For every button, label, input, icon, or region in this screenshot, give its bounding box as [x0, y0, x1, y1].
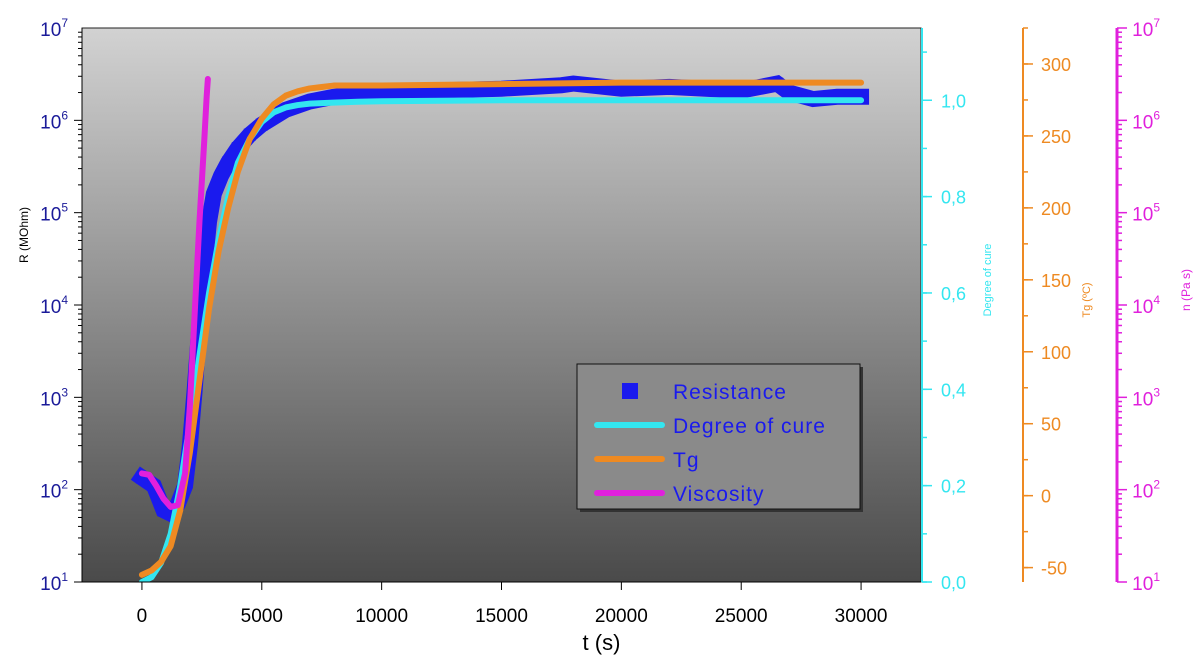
right2-tick-label: -50 [1041, 559, 1067, 579]
legend-marker [622, 383, 638, 399]
left-tick-label: 105 [40, 201, 68, 226]
right1-tick-label: 0,6 [941, 284, 966, 304]
x-tick-label: 15000 [475, 606, 528, 627]
right3-tick-label-base: 10 [1132, 482, 1153, 503]
right3-tick-label-exponent: 6 [1153, 108, 1160, 122]
left-tick-label-exponent: 3 [61, 385, 68, 399]
right3-tick-label: 106 [1132, 108, 1160, 133]
legend-label: Resistance [673, 381, 787, 404]
left-tick-label-base: 10 [40, 112, 61, 133]
series-resistance-point [198, 262, 211, 275]
right3-tick-label-base: 10 [1132, 389, 1153, 410]
left-tick-label-exponent: 4 [61, 293, 68, 307]
left-tick-label-base: 10 [40, 389, 61, 410]
right3-tick-label: 101 [1132, 570, 1160, 595]
right3-tick-label: 104 [1132, 293, 1160, 318]
x-axis-title: t (s) [583, 630, 621, 655]
right2-tick-label: 300 [1041, 55, 1071, 75]
left-tick-label: 103 [40, 385, 68, 410]
series-resistance-point [203, 215, 216, 228]
left-tick-label-base: 10 [40, 20, 61, 41]
left-tick-label-exponent: 5 [61, 201, 68, 215]
x-tick-label: 10000 [355, 606, 408, 627]
right2-tick-label: 100 [1041, 343, 1071, 363]
right2-tick-label: 150 [1041, 271, 1071, 291]
right3-tick-label: 102 [1132, 478, 1160, 503]
left-axis-title: R (MOhm) [17, 207, 31, 263]
left-tick-label: 106 [40, 108, 68, 133]
left-tick-label-exponent: 7 [61, 16, 68, 30]
series-viscosity-line [138, 76, 211, 510]
left-tick-label-base: 10 [40, 297, 61, 318]
right2-tick-label: 200 [1041, 199, 1071, 219]
left-tick-label-exponent: 1 [61, 570, 68, 584]
series-resistance-point [222, 156, 235, 169]
legend-label: Viscosity [673, 483, 764, 506]
left-tick-label: 104 [40, 293, 68, 318]
right3-tick-label: 105 [1132, 201, 1160, 226]
left-tick-label: 101 [40, 570, 68, 595]
legend: Resistance Degree of cure Tg Viscosity [576, 363, 863, 512]
left-tick-label-base: 10 [40, 205, 61, 226]
legend-label: Degree of cure [673, 415, 826, 438]
right3-tick-label: 107 [1132, 16, 1160, 41]
right3-tick-label: 103 [1132, 385, 1160, 410]
series-tg-line [138, 79, 865, 578]
right2-axis-title: Tg (ºC) [1081, 282, 1093, 317]
right3-tick-label-exponent: 2 [1153, 478, 1160, 492]
right3-tick-label-base: 10 [1132, 205, 1153, 226]
left-tick-label-base: 10 [40, 574, 61, 595]
x-tick-label: 0 [137, 606, 148, 627]
right1-axis-title: Degree of cure [982, 244, 994, 317]
series-layer [130, 75, 870, 582]
series-resistance-point [215, 169, 228, 182]
right3-tick-label-base: 10 [1132, 297, 1153, 318]
right3-tick-label-base: 10 [1132, 20, 1153, 41]
right3-tick-label-base: 10 [1132, 112, 1153, 133]
right3-tick-label-exponent: 7 [1153, 16, 1160, 30]
right3-tick-label-exponent: 3 [1153, 385, 1160, 399]
x-tick-label: 5000 [241, 606, 283, 627]
x-tick-label: 30000 [835, 606, 888, 627]
x-tick-label: 20000 [595, 606, 648, 627]
left-tick-label: 107 [40, 16, 68, 41]
series-resistance-point [783, 86, 796, 99]
right2-tick-label: 50 [1041, 415, 1061, 435]
series-resistance-point [735, 84, 748, 97]
right1-tick-label: 1,0 [941, 91, 966, 111]
left-tick-label-base: 10 [40, 482, 61, 503]
right3-tick-label-base: 10 [1132, 574, 1153, 595]
right3-tick-label-exponent: 5 [1153, 201, 1160, 215]
left-tick-label-exponent: 6 [61, 108, 68, 122]
right1-tick-label: 0,8 [941, 188, 966, 208]
right1-tick-label: 0,2 [941, 477, 966, 497]
right2-tick-label: 0 [1041, 487, 1051, 507]
series-resistance-point [375, 86, 388, 99]
right1-tick-label: 0,4 [941, 380, 966, 400]
right3-tick-label-exponent: 1 [1153, 570, 1160, 584]
right3-axis-title: n (Pa s) [1179, 269, 1193, 311]
right2-tick-label: 250 [1041, 127, 1071, 147]
series-resistance-point [207, 187, 220, 200]
x-tick-label: 25000 [715, 606, 768, 627]
left-tick-label-exponent: 2 [61, 478, 68, 492]
left-tick-label: 102 [40, 478, 68, 503]
right1-tick-label: 0,0 [941, 573, 966, 593]
right3-tick-label-exponent: 4 [1153, 293, 1160, 307]
legend-label: Tg [673, 449, 700, 472]
